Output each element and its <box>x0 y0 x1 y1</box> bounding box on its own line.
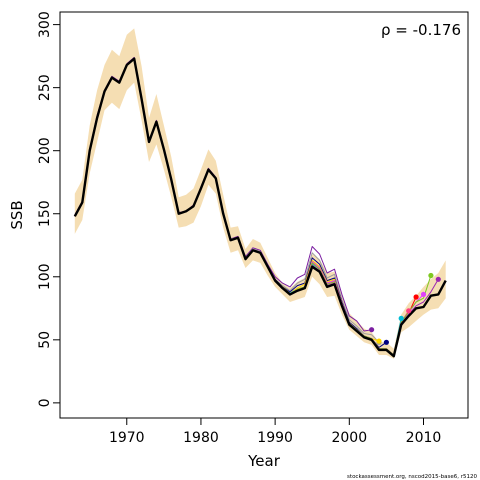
y-tick-label-50: 50 <box>37 331 53 349</box>
y-tick-label-250: 250 <box>37 74 53 101</box>
y-tick-label-150: 150 <box>37 200 53 227</box>
series-line-peel-8 <box>74 58 424 356</box>
series-line-peel-7 <box>74 58 417 356</box>
y-tick-label-100: 100 <box>37 263 53 290</box>
series-line-peel-5 <box>74 58 402 356</box>
terminal-point-5 <box>398 315 404 321</box>
x-tick-label-1980: 1980 <box>183 430 219 446</box>
terminal-point-8 <box>420 291 427 297</box>
plot-frame <box>59 11 469 419</box>
terminal-points-layer <box>369 272 441 345</box>
series-line-peel-6 <box>74 58 410 356</box>
y-axis-title: SSB <box>8 200 26 229</box>
terminal-point-3 <box>383 339 389 345</box>
confidence-band-layer <box>74 28 446 359</box>
x-tick-label-2000: 2000 <box>331 430 367 446</box>
source-footnote: stockassessment.org, nscod2015-base6, r5… <box>347 474 477 480</box>
series-line-peel-10 <box>74 58 439 357</box>
series-line-peel-9 <box>74 58 432 356</box>
x-tick-label-2010: 2010 <box>406 430 442 446</box>
terminal-point-1 <box>369 327 375 333</box>
terminal-point-10 <box>435 276 441 282</box>
y-axis: 0 50 100 150 200 250 300 <box>37 11 60 407</box>
terminal-point-4 <box>376 338 382 344</box>
terminal-point-7 <box>413 294 419 300</box>
x-axis-title: Year <box>247 452 281 470</box>
terminal-point-6 <box>406 308 412 314</box>
confidence-band <box>74 28 446 359</box>
terminal-point-9 <box>428 272 434 279</box>
x-tick-label-1970: 1970 <box>109 430 145 446</box>
series-layer <box>73 56 447 358</box>
x-tick-label-1990: 1990 <box>257 430 293 446</box>
series-line-final <box>73 57 447 358</box>
y-tick-label-0: 0 <box>37 398 53 407</box>
y-tick-label-300: 300 <box>37 11 53 38</box>
x-axis: 1970 1980 1990 2000 2010 <box>109 418 441 446</box>
y-tick-label-200: 200 <box>37 137 53 164</box>
correlation-annotation: ρ = -0.176 <box>381 21 461 39</box>
